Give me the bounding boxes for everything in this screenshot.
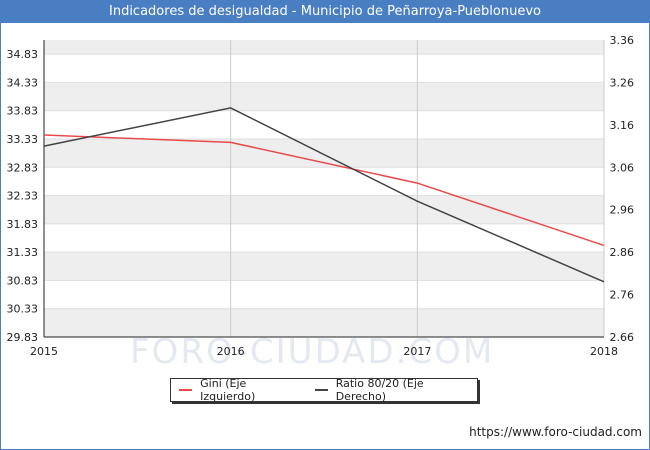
- left-tick-label: 33.83: [7, 105, 39, 118]
- right-tick-label: 2.76: [610, 289, 635, 302]
- grid-band: [44, 40, 604, 55]
- left-tick-label: 32.83: [7, 161, 39, 174]
- left-tick-label: 31.33: [7, 246, 39, 259]
- right-tick-label: 2.86: [610, 246, 635, 259]
- grid-lines: [44, 40, 605, 338]
- grid-band: [44, 195, 604, 224]
- right-tick-label: 2.66: [610, 331, 635, 344]
- legend: Gini (Eje Izquierdo) Ratio 80/20 (Eje De…: [170, 377, 478, 403]
- left-tick-label: 34.33: [7, 76, 39, 89]
- grid-band: [44, 308, 604, 337]
- axes: [43, 40, 604, 338]
- left-tick-label: 30.83: [7, 274, 39, 287]
- x-tick-label: 2018: [590, 345, 618, 358]
- series-lines: [43, 107, 605, 283]
- legend-label-gini: Gini (Eje Izquierdo): [200, 377, 256, 403]
- left-tick-label: 33.33: [7, 133, 39, 146]
- legend-label-ratio: Ratio 80/20 (Eje Derecho): [335, 377, 424, 403]
- legend-swatch-gini: [179, 389, 193, 391]
- source-url: https://www.foro-ciudad.com: [469, 425, 642, 439]
- legend-swatch-ratio: [314, 389, 328, 391]
- left-tick-label: 34.83: [7, 48, 39, 61]
- tick-labels: 34.83 34.33 33.83 33.33 32.83 32.33 31.83 31.33…: [7, 34, 635, 358]
- legend-item-ratio: Ratio 80/20 (Eje Derecho): [314, 377, 469, 403]
- right-tick-label: 3.26: [610, 76, 635, 89]
- series-line-ratio: [43, 107, 605, 283]
- right-tick-label: 3.16: [610, 119, 635, 132]
- grid-bands: [44, 40, 604, 337]
- grid-band: [44, 82, 604, 111]
- x-tick-label: 2017: [403, 345, 431, 358]
- left-tick-label: 32.33: [7, 190, 39, 203]
- grid-band: [44, 252, 604, 281]
- watermark: FORO-CIUDAD.COM: [130, 332, 495, 372]
- right-tick-label: 2.96: [610, 204, 635, 217]
- chart-title: Indicadores de desigualdad - Municipio d…: [1, 1, 649, 23]
- x-tick-label: 2015: [30, 345, 58, 358]
- right-tick-label: 3.36: [610, 34, 635, 47]
- left-tick-label: 30.33: [7, 303, 39, 316]
- legend-item-gini: Gini (Eje Izquierdo): [179, 377, 299, 403]
- left-tick-label: 29.83: [7, 331, 39, 344]
- left-tick-label: 31.83: [7, 218, 39, 231]
- x-tick-label: 2016: [217, 345, 245, 358]
- series-line-gini: [43, 134, 605, 247]
- right-tick-label: 3.06: [610, 161, 635, 174]
